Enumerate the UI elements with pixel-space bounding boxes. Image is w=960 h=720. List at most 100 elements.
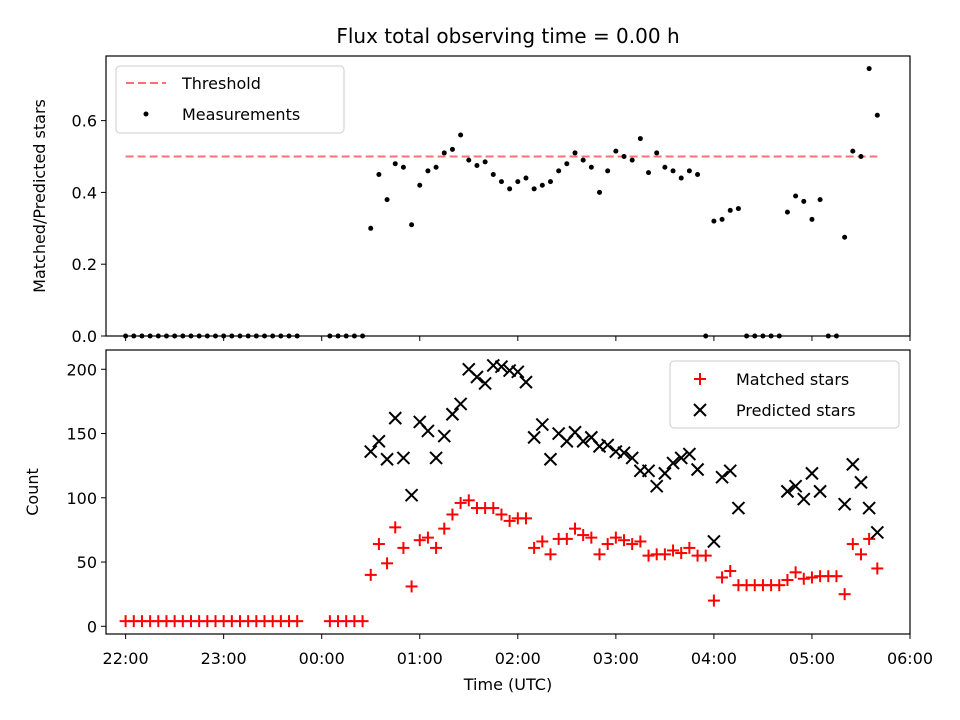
matched-star-marker [397,541,410,554]
ratio-y-tick-label: 0.6 [72,112,97,131]
matched-star-marker [805,571,818,584]
measurement-point [392,161,398,167]
measurement-point [662,164,668,170]
predicted-star-marker [511,365,525,379]
predicted-star-marker [854,475,868,490]
legend-matched-label: Matched stars [736,370,849,389]
measurement-point [466,157,472,163]
predicted-star-marker [870,525,885,540]
measurement-point [425,168,431,174]
measurement-point [637,136,643,142]
matched-star-marker [854,548,867,561]
measurement-point [670,168,676,174]
matched-star-marker [503,514,516,527]
predicted-star-marker [437,429,451,443]
legend-predicted-swatch [693,403,707,417]
predicted-star-marker [527,430,541,445]
legend-predicted-label: Predicted stars [736,401,856,420]
predicted-star-marker [788,479,803,493]
predicted-star-marker [674,451,688,465]
matched-star-marker [626,538,639,551]
predicted-star-marker [731,501,746,515]
count-x-ticks: 22:00 23:00 00:00 01:00 02:00 03:00 04:00 05:00… [103,634,933,668]
predicted-star-marker [813,484,827,499]
measurement-point [793,193,799,199]
ratio-panel: 0.0 0.2 0.4 0.6 Matched/Predicted stars Thr… [30,55,911,346]
predicted-star-marker [797,492,811,506]
legend-matched-swatch [694,373,706,385]
ratio-y-tick-label: 0.0 [72,327,97,346]
matched-star-marker [838,588,851,601]
matched-star-marker [863,532,876,545]
measurement-point [613,148,619,154]
measurement-point [523,175,529,181]
legend-measurements-label: Measurements [182,105,300,124]
matched-star-marker [830,570,843,583]
matched-star-marker [609,531,622,544]
measurement-point [801,198,807,204]
matched-star-marker [495,508,508,521]
predicted-star-marker [862,501,876,515]
matched-star-marker [667,544,680,557]
ratio-legend-box [115,65,345,134]
measurement-point [874,112,880,118]
x-tick-label: 23:00 [201,649,247,668]
measurement-point [376,171,382,177]
measurement-point [842,234,848,240]
matched-star-marker [487,502,500,515]
count-y-axis-label: Count [23,468,42,516]
predicted-star-marker [404,488,419,502]
predicted-star-marker [723,464,737,478]
matched-star-marker [707,594,720,607]
predicted-star-marker [658,466,672,481]
predicted-star-marker [364,444,378,459]
measurement-point [686,168,692,174]
measurement-point [441,150,447,156]
matched-star-marker [413,534,426,547]
measurement-point [588,164,594,170]
matched-star-marker [642,549,655,562]
predicted-star-marker [617,446,631,460]
measurement-point [858,154,864,160]
measurement-point [629,157,635,163]
matched-star-marker [846,538,859,551]
matched-star-marker [405,580,418,593]
predicted-star-marker [682,447,697,461]
predicted-star-marker [650,479,664,493]
measurement-point [474,162,480,168]
chart-title: Flux total observing time = 0.00 h [336,24,679,48]
x-tick-label: 05:00 [789,649,835,668]
measurement-point [678,175,684,181]
matched-star-marker [560,532,573,545]
measurement-point [433,164,439,170]
count-plot-frame [105,349,911,635]
measurement-point [449,146,455,152]
measurement-point [646,170,652,176]
ratio-y-ticks: 0.0 0.2 0.4 0.6 [72,112,106,346]
matched-star-marker [356,615,369,628]
measurement-point [719,216,725,222]
matched-star-marker [544,548,557,561]
measurement-point [621,154,627,160]
measurement-point [580,157,586,163]
measurement-point [539,182,545,188]
matched-star-marker [528,541,541,554]
count-y-tick-label: 150 [66,425,97,444]
predicted-star-marker [690,462,705,477]
matched-star-marker [773,579,786,592]
measurement-point [490,171,496,177]
measurement-point [400,164,406,170]
measurement-point [458,132,464,138]
count-y-tick-label: 200 [66,360,97,379]
x-tick-label: 01:00 [397,649,443,668]
predicted-star-marker [494,359,509,374]
matched-star-marker [291,615,304,628]
predicted-star-marker [805,466,819,481]
measurement-point [417,182,423,188]
predicted-star-marker [707,534,721,549]
x-tick-label: 00:00 [299,649,345,668]
ratio-plot-frame [105,55,911,337]
measurement-point [597,189,603,195]
measurement-point [498,179,504,185]
measurement-point [727,207,733,213]
